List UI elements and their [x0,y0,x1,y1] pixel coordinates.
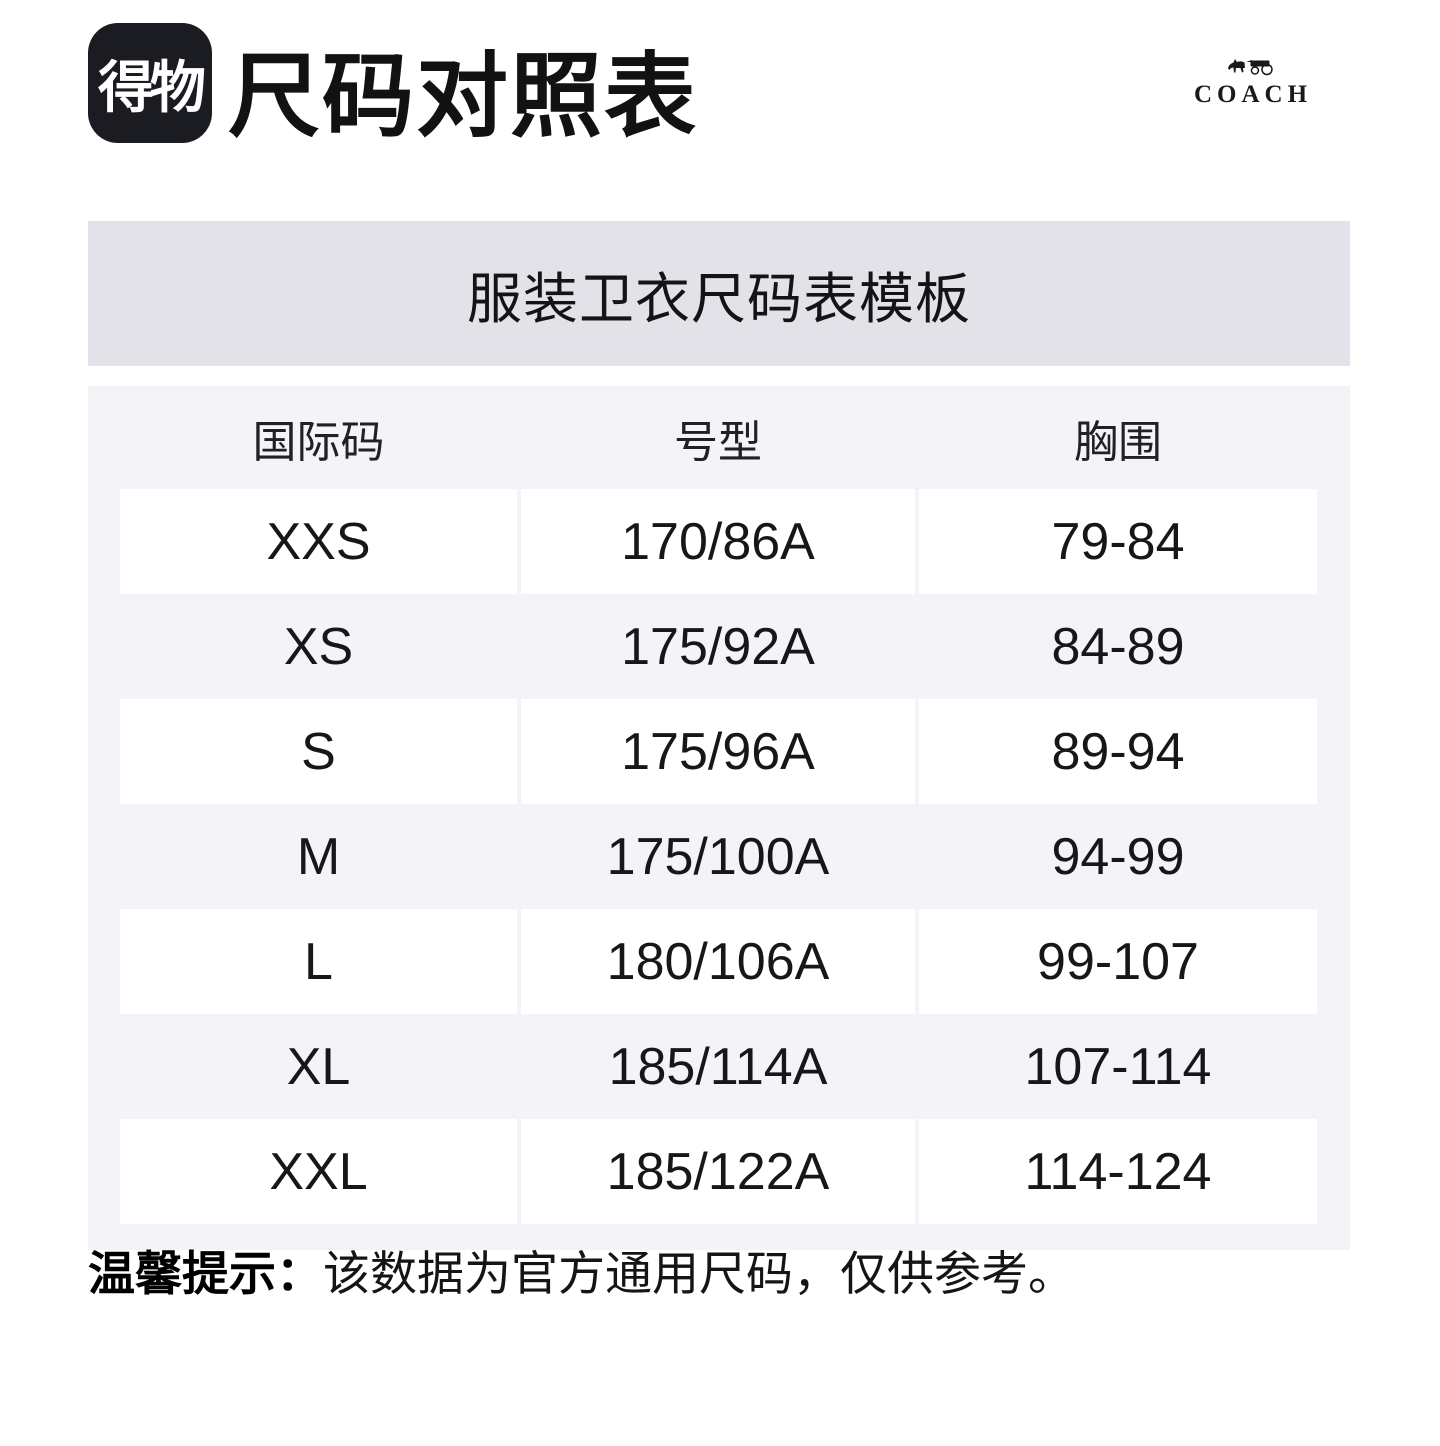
cell-chest: 79-84 [919,489,1317,594]
cell-chest: 99-107 [919,909,1317,1014]
page-title: 尺码对照表 [228,46,699,148]
column-header-intl-size: 国际码 [252,417,385,467]
coach-logo: COACH [1194,52,1312,109]
dewu-logo-text: 得物 [98,55,206,119]
table-header-row: 国际码 号型 胸围 [88,386,1350,489]
table-row: XXS 170/86A 79-84 [88,489,1350,594]
note-label: 温馨提示： [88,1247,323,1300]
size-table: 国际码 号型 胸围 XXS 170/86A 79-84 XS 175/92A 8… [88,386,1350,1250]
table-row: L 180/106A 99-107 [88,909,1350,1014]
cell-chest: 114-124 [919,1119,1317,1224]
cell-intl-size: L [120,909,517,1014]
table-row: XS 175/92A 84-89 [88,594,1350,699]
table-row: M 175/100A 94-99 [88,804,1350,909]
cell-spec: 175/96A [521,699,915,804]
cell-spec: 175/100A [606,827,830,886]
cell-spec: 170/86A [521,489,915,594]
cell-intl-size: XXL [120,1119,517,1224]
cell-intl-size: XS [283,617,354,676]
column-header-spec: 号型 [674,417,762,467]
note-text: 该数据为官方通用尺码，仅供参考。 [323,1247,1075,1300]
cell-chest: 107-114 [1024,1037,1212,1096]
cell-chest: 94-99 [1051,827,1185,886]
table-title-banner: 服装卫衣尺码表模板 [88,221,1350,366]
table-title: 服装卫衣尺码表模板 [466,267,971,330]
cell-intl-size: XXS [120,489,517,594]
column-header-chest: 胸围 [1074,417,1162,467]
cell-intl-size: M [296,827,341,886]
cell-chest: 84-89 [1051,617,1185,676]
coach-logo-text: COACH [1193,81,1313,108]
table-row: XL 185/114A 107-114 [88,1014,1350,1119]
cell-spec: 180/106A [521,909,915,1014]
coach-carriage-icon [1228,59,1273,76]
cell-intl-size: S [120,699,517,804]
cell-intl-size: XL [286,1037,351,1096]
cell-spec: 175/92A [621,617,815,676]
disclaimer-note: 温馨提示：该数据为官方通用尺码，仅供参考。 [88,1242,1388,1305]
table-row: S 175/96A 89-94 [88,699,1350,804]
cell-spec: 185/114A [608,1037,828,1096]
dewu-logo: 得物 [88,23,212,143]
cell-chest: 89-94 [919,699,1317,804]
table-row: XXL 185/122A 114-124 [88,1119,1350,1224]
cell-spec: 185/122A [521,1119,915,1224]
